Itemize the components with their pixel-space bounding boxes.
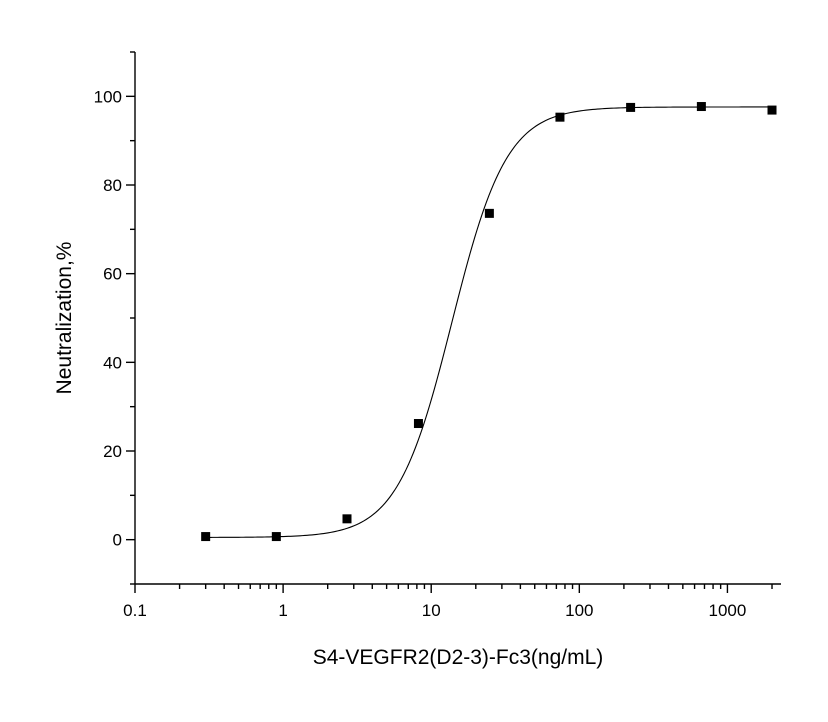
tick-labels: 0.1 1 10 100 1000 0 20 40 60 80 100: [94, 87, 747, 620]
data-point: [484, 208, 494, 218]
data-point: [342, 514, 352, 524]
data-point: [271, 532, 281, 542]
y-tick-label: 40: [103, 353, 122, 372]
data-point: [413, 419, 423, 429]
ticks: [126, 51, 773, 593]
y-tick-label: 80: [103, 176, 122, 195]
y-tick-label: 100: [94, 87, 122, 106]
x-axis-label: S4-VEGFR2(D2-3)-Fc3(ng/mL): [313, 646, 604, 669]
data-point: [626, 102, 636, 112]
y-axis-label: Neutralization,%: [53, 242, 76, 395]
fit-curve: [205, 106, 773, 538]
y-tick-label: 0: [113, 531, 122, 550]
x-tick-label: 0.1: [123, 601, 147, 620]
y-tick-label: 20: [103, 442, 122, 461]
data-point: [201, 532, 211, 542]
data-points: [201, 102, 777, 542]
x-tick-label: 10: [422, 601, 441, 620]
data-point: [696, 102, 706, 112]
x-tick-label: 1000: [709, 601, 747, 620]
axes: [134, 52, 781, 585]
data-point: [767, 105, 777, 115]
y-tick-label: 60: [103, 265, 122, 284]
x-tick-label: 1: [278, 601, 287, 620]
data-point: [555, 112, 565, 122]
x-tick-label: 100: [565, 601, 593, 620]
